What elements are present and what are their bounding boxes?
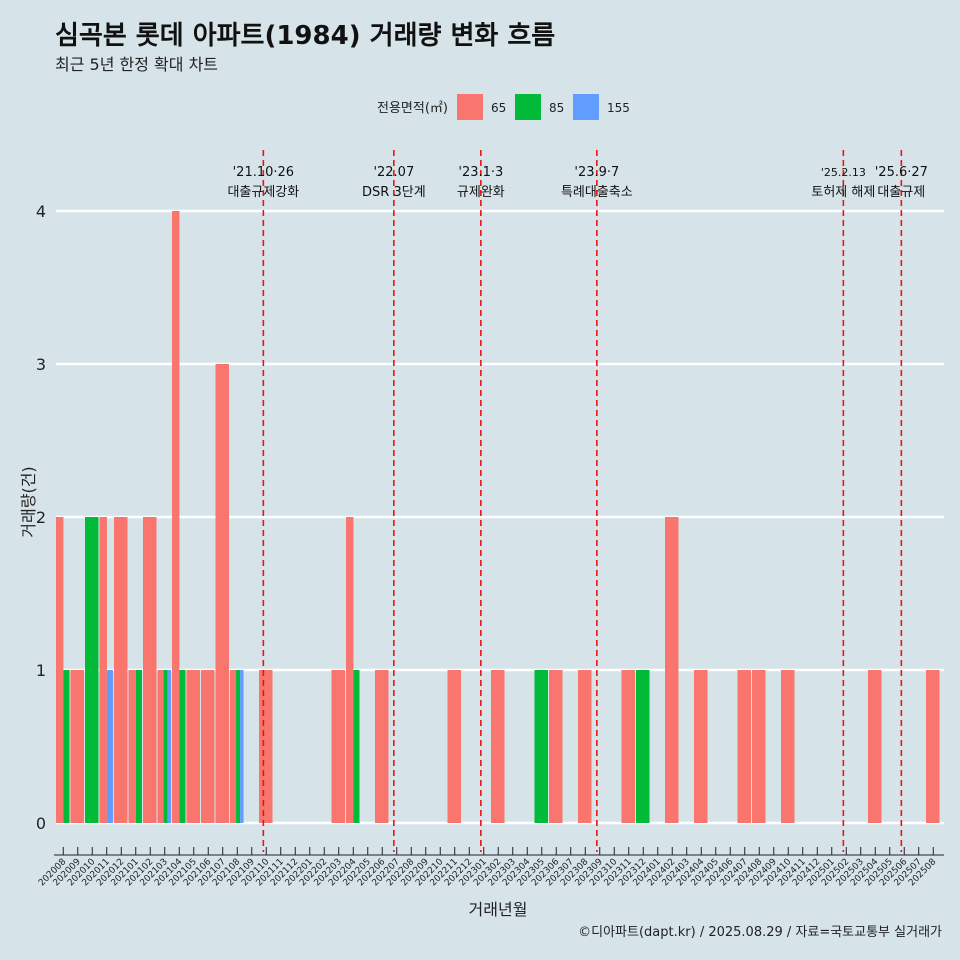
bar-85-202204 xyxy=(353,670,360,823)
legend-label-65: 65 xyxy=(491,101,506,115)
x-axis-title: 거래년월 xyxy=(469,900,528,919)
y-axis-title: 거래량(건) xyxy=(19,466,38,537)
bar-65-202107 xyxy=(215,364,229,823)
y-tick-label-3: 3 xyxy=(36,355,46,374)
legend-label-85: 85 xyxy=(549,101,564,115)
event-date-5: '25.6·27 xyxy=(875,165,928,180)
bar-65-202008 xyxy=(56,517,64,823)
bar-65-202211 xyxy=(447,670,461,823)
bar-65-202407 xyxy=(737,670,751,823)
legend-swatch-155 xyxy=(573,94,599,120)
event-date-2: '23.1·3 xyxy=(458,165,503,180)
legend-swatch-85 xyxy=(515,94,541,120)
bar-85-202103 xyxy=(163,670,168,823)
bar-85-202305 xyxy=(534,670,548,823)
bar-85-202008 xyxy=(63,670,70,823)
event-label-5: 대출규제 xyxy=(877,185,925,200)
bar-85-202101 xyxy=(135,670,142,823)
y-tick-label-0: 0 xyxy=(36,814,46,833)
bar-65-202504 xyxy=(868,670,882,823)
legend-swatch-65 xyxy=(457,94,483,120)
bar-65-202204 xyxy=(346,517,354,823)
bar-65-202104 xyxy=(172,211,180,823)
bar-85-202312 xyxy=(636,670,650,823)
bar-65-202103 xyxy=(157,670,164,823)
bar-65-202508 xyxy=(926,670,940,823)
bar-65-202308 xyxy=(578,670,592,823)
bar-65-202404 xyxy=(694,670,708,823)
y-tick-label-2: 2 xyxy=(36,508,46,527)
bar-65-202012 xyxy=(114,517,128,823)
bar-65-202108 xyxy=(230,670,237,823)
chart-title: 심곡본 롯데 아파트(1984) 거래량 변화 흐름 xyxy=(55,21,555,51)
event-date-0: '21.10·26 xyxy=(233,165,294,180)
bar-65-202410 xyxy=(781,670,795,823)
event-label-0: 대출규제강화 xyxy=(227,185,299,200)
bar-65-202105 xyxy=(186,670,200,823)
bar-65-202203 xyxy=(331,670,345,823)
chart-caption: ©디아파트(dapt.kr) / 2025.08.29 / 자료=국토교통부 실… xyxy=(578,925,942,940)
event-date-1: '22.07 xyxy=(373,165,414,180)
bar-65-202102 xyxy=(143,517,157,823)
bar-65-202206 xyxy=(375,670,389,823)
bar-155-202103 xyxy=(167,670,171,823)
bar-65-202402 xyxy=(665,517,679,823)
bar-155-202011 xyxy=(106,670,113,823)
bar-65-202101 xyxy=(128,670,136,823)
legend-title: 전용면적(㎡) xyxy=(377,101,448,116)
bar-65-202311 xyxy=(621,670,635,823)
event-date-3: '23.9·7 xyxy=(574,165,619,180)
bar-85-202010 xyxy=(85,517,99,823)
event-date-4: '25.2.13 xyxy=(821,166,866,179)
bar-65-202011 xyxy=(99,517,107,823)
event-label-2: 규제완화 xyxy=(457,185,505,200)
bar-65-202009 xyxy=(70,670,84,823)
bar-65-202408 xyxy=(752,670,766,823)
bar-155-202108 xyxy=(240,670,244,823)
bar-65-202106 xyxy=(201,670,215,823)
y-tick-label-1: 1 xyxy=(36,661,46,680)
event-label-4: 토허제 해제 xyxy=(811,185,875,200)
bar-85-202108 xyxy=(236,670,241,823)
y-tick-label-4: 4 xyxy=(36,202,46,221)
event-label-3: 특례대출축소 xyxy=(561,185,633,200)
event-label-1: DSR 3단계 xyxy=(362,185,426,200)
legend-label-155: 155 xyxy=(607,101,630,115)
chart-subtitle: 최근 5년 한정 확대 차트 xyxy=(55,55,218,74)
bar-65-202110 xyxy=(259,670,273,823)
bar-65-202306 xyxy=(549,670,563,823)
bar-65-202302 xyxy=(491,670,505,823)
bar-85-202104 xyxy=(179,670,186,823)
